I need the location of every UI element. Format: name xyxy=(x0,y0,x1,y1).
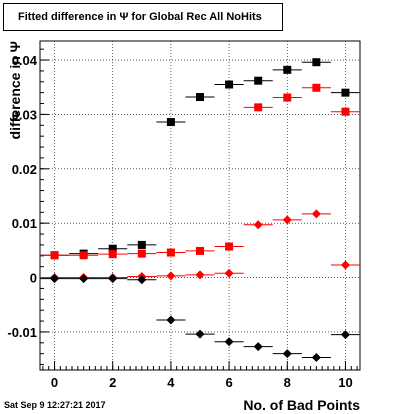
data-point-diamond xyxy=(79,274,89,284)
data-point-diamond xyxy=(224,337,234,347)
data-point-square xyxy=(166,118,175,127)
data-point-square xyxy=(196,246,204,255)
y-tick-label: 0.02 xyxy=(12,162,37,177)
tick-labels: 0 2 4 6 8 10 -0.01 0 0.01 0.02 0.03 0.04 xyxy=(7,53,352,390)
data-point-square xyxy=(225,80,234,89)
data-point-square xyxy=(108,244,117,253)
timestamp: Sat Sep 9 12:27:21 2017 xyxy=(4,400,106,410)
x-axis-label: No. of Bad Points xyxy=(243,397,360,413)
chart-title: Fitted difference in Ψ for Global Rec Al… xyxy=(3,3,283,31)
data-point-square xyxy=(137,249,146,258)
data-point-square xyxy=(341,88,350,97)
data-point-diamond xyxy=(166,271,176,281)
data-point-diamond xyxy=(137,275,147,285)
y-tick-label: 0.01 xyxy=(12,216,37,231)
data-point-square xyxy=(254,76,263,85)
data-point-square xyxy=(196,93,204,102)
y-tick-label: -0.01 xyxy=(7,325,37,340)
axis-ticks xyxy=(40,48,358,370)
data-point-diamond xyxy=(224,268,234,278)
data-point-diamond xyxy=(311,352,321,362)
data-point-diamond xyxy=(253,220,263,230)
data-point-diamond xyxy=(340,260,350,270)
y-axis-label: difference in Ψ xyxy=(7,41,23,139)
plot-frame xyxy=(39,40,361,371)
y-tick-label: 0.04 xyxy=(12,53,38,68)
data-point-square xyxy=(312,58,321,67)
data-point-square xyxy=(312,83,321,92)
data-point-diamond xyxy=(311,209,321,219)
data-point-diamond xyxy=(195,329,205,339)
x-tick-label: 0 xyxy=(51,375,58,390)
data-point-square xyxy=(283,93,292,102)
data-point-square xyxy=(254,103,263,112)
data-point-square xyxy=(166,248,175,257)
data-point-diamond xyxy=(282,215,292,225)
data-point-diamond xyxy=(108,274,118,284)
x-tick-label: 4 xyxy=(167,375,175,390)
data-point-square xyxy=(108,250,117,259)
data-point-diamond xyxy=(50,274,60,284)
x-tick-label: 2 xyxy=(109,375,116,390)
y-tick-label: 0.03 xyxy=(12,107,37,122)
data-point-square xyxy=(225,242,234,251)
grid-lines xyxy=(40,41,360,370)
data-point-diamond xyxy=(340,330,350,340)
y-tick-label: 0 xyxy=(30,271,37,286)
data-point-square xyxy=(50,251,59,260)
data-point-square xyxy=(137,240,146,249)
data-point-square xyxy=(341,107,350,116)
data-marks xyxy=(40,58,360,362)
x-tick-label: 6 xyxy=(225,375,232,390)
data-point-square xyxy=(79,251,88,260)
data-point-square xyxy=(283,65,292,74)
x-tick-label: 10 xyxy=(338,375,352,390)
data-point-diamond xyxy=(253,342,263,352)
data-point-diamond xyxy=(166,315,176,325)
x-tick-label: 8 xyxy=(284,375,291,390)
data-point-diamond xyxy=(195,270,205,280)
data-point-diamond xyxy=(282,349,292,359)
